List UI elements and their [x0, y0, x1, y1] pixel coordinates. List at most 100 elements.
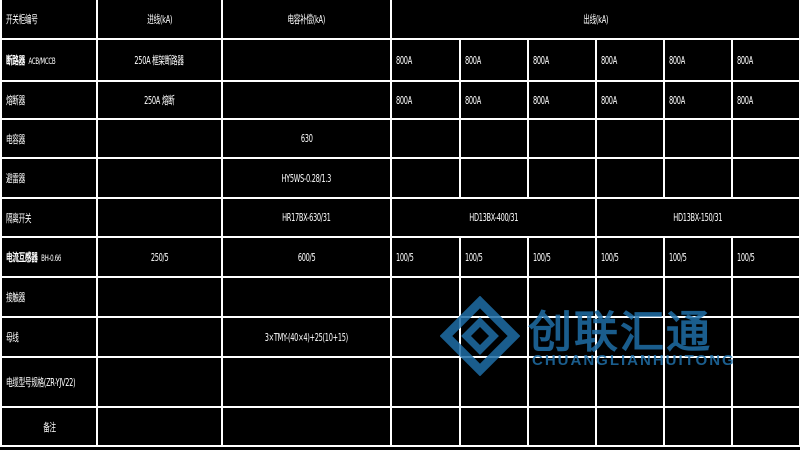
- cell: 100/5: [527, 236, 597, 278]
- cell: [730, 118, 800, 159]
- cell: 250A 熔断: [96, 80, 223, 120]
- cell: [663, 356, 733, 408]
- cell: 800A: [730, 80, 800, 120]
- cell: [730, 316, 800, 358]
- header-cell: 进线(kA): [96, 0, 223, 40]
- table-row: 接触器: [0, 276, 800, 318]
- table-row: 电流互感器 BH-0.66 250/5 600/5 100/5 100/5 10…: [0, 236, 800, 278]
- cell: 800A: [595, 38, 665, 82]
- cell: 800A: [459, 38, 529, 82]
- cell: [221, 80, 392, 120]
- cell: 800A: [527, 80, 597, 120]
- cell: 250A 框架断路器: [96, 38, 223, 82]
- row-label: 断路器 ACB/MCCB: [0, 38, 98, 82]
- cell: HD13BX-150/31: [594, 197, 800, 238]
- table-row: 电容器 630: [0, 118, 800, 159]
- row-label: 熔断器: [0, 80, 98, 120]
- cell: [595, 118, 665, 159]
- cell: [730, 406, 800, 447]
- cell: [390, 356, 461, 408]
- cell: [390, 118, 461, 159]
- cell: HD13BX-400/31: [390, 197, 597, 238]
- cell: 800A: [663, 80, 733, 120]
- header-cell: 开关柜编号: [0, 0, 98, 40]
- cell: [663, 406, 733, 447]
- cell: 800A: [527, 38, 597, 82]
- cell: [663, 118, 733, 159]
- cell: 800A: [595, 80, 665, 120]
- cell: [459, 406, 529, 447]
- cell: [96, 157, 223, 199]
- row-label: 避雷器: [0, 157, 98, 199]
- cell: [527, 356, 597, 408]
- cell: [527, 406, 597, 447]
- table-row: 母线 3×TMY-(40×4)+25(10+15): [0, 316, 800, 358]
- cell: [390, 316, 461, 358]
- cell: 800A: [390, 38, 461, 82]
- cell: [595, 276, 665, 318]
- cell: [390, 276, 461, 318]
- cell: HY5WS-0.28/1.3: [221, 157, 392, 199]
- row-label: 电缆型号规格(ZR-YJV22): [0, 356, 98, 408]
- cell: 100/5: [663, 236, 733, 278]
- cell: [96, 406, 223, 447]
- table-row: 避雷器 HY5WS-0.28/1.3: [0, 157, 800, 199]
- row-label: 电流互感器 BH-0.66: [0, 236, 98, 278]
- cell: 800A: [459, 80, 529, 120]
- cell: 250/5: [96, 236, 223, 278]
- cell: [663, 157, 733, 199]
- cell: 800A: [730, 38, 800, 82]
- table-row: 断路器 ACB/MCCB 250A 框架断路器 800A 800A 800A 8…: [0, 38, 800, 82]
- cell: [595, 356, 665, 408]
- cell: [663, 276, 733, 318]
- cell: [459, 118, 529, 159]
- cell: 100/5: [390, 236, 461, 278]
- cell: [730, 276, 800, 318]
- cell: [459, 316, 529, 358]
- cell: 100/5: [459, 236, 529, 278]
- table-row: 电缆型号规格(ZR-YJV22): [0, 356, 800, 408]
- cell: 3×TMY-(40×4)+25(10+15): [221, 316, 392, 358]
- cell: [221, 276, 392, 318]
- header-cell: 电容补偿(kA): [221, 0, 392, 40]
- header-cell: 出线(kA): [389, 0, 800, 40]
- cell: [527, 276, 597, 318]
- table-row: 熔断器 250A 熔断 800A 800A 800A 800A 800A 800…: [0, 80, 800, 120]
- cell: [595, 316, 665, 358]
- cell: [221, 356, 392, 408]
- cell: 630: [221, 118, 392, 159]
- cell: [730, 157, 800, 199]
- cell: 100/5: [730, 236, 800, 278]
- cell: [595, 157, 665, 199]
- cell: [663, 316, 733, 358]
- cell: 600/5: [221, 236, 392, 278]
- cell: [527, 316, 597, 358]
- cell: [96, 316, 223, 358]
- header-row: 开关柜编号 进线(kA) 电容补偿(kA) 出线(kA): [0, 0, 800, 40]
- cell: 800A: [663, 38, 733, 82]
- cell: [390, 406, 461, 447]
- cell: [96, 276, 223, 318]
- cell: [527, 118, 597, 159]
- cell: [390, 157, 461, 199]
- table-row: 备注: [0, 406, 800, 447]
- cell: HR17BX-630/31: [221, 197, 392, 238]
- cell: [221, 406, 392, 447]
- table-row: 隔离开关 HR17BX-630/31 HD13BX-400/31 HD13BX-…: [0, 197, 800, 238]
- cell: [96, 118, 223, 159]
- cell: [221, 38, 392, 82]
- cell: 800A: [390, 80, 461, 120]
- cell: [96, 356, 223, 408]
- cell: [595, 406, 665, 447]
- cell: [459, 276, 529, 318]
- cell: [459, 157, 529, 199]
- row-label: 母线: [0, 316, 98, 358]
- cell: [459, 356, 529, 408]
- cell: [730, 356, 800, 408]
- row-label: 隔离开关: [0, 197, 98, 238]
- row-label: 接触器: [0, 276, 98, 318]
- row-label: 电容器: [0, 118, 98, 159]
- cell: [96, 197, 223, 238]
- row-label: 备注: [0, 406, 98, 447]
